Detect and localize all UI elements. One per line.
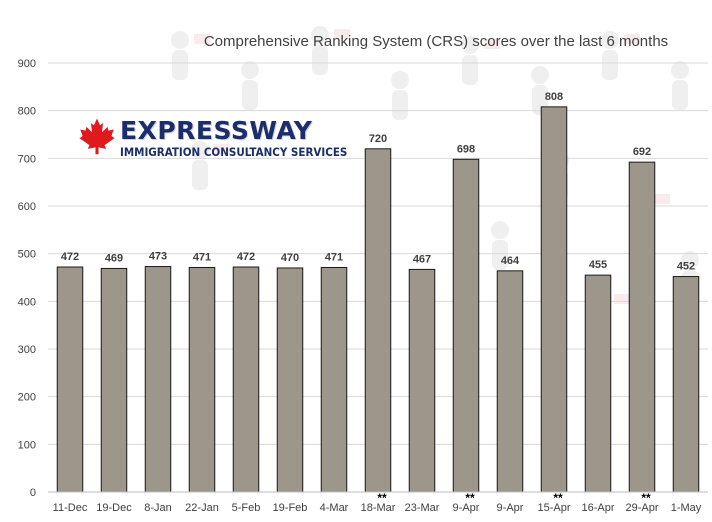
x-tick-label: 22-Jan [185, 502, 219, 514]
y-tick-label: 600 [18, 201, 36, 213]
x-tick-label: 19-Feb [273, 502, 308, 514]
bar [364, 148, 392, 493]
data-label: 452 [677, 261, 695, 273]
x-tick-label: 5-Feb [232, 502, 261, 514]
bar [276, 267, 304, 493]
data-label: 472 [61, 251, 79, 263]
logo-subtitle: IMMIGRATION CONSULTANCY SERVICES [120, 145, 348, 159]
y-tick-label: 900 [18, 58, 36, 70]
y-tick-label: 800 [18, 106, 36, 118]
x-tick-label: 18-Mar [361, 502, 396, 514]
watermark-flag [484, 39, 500, 49]
x-tick-label: 11-Dec [53, 502, 88, 514]
bar [188, 266, 216, 493]
watermark-head [601, 31, 619, 49]
x-tick-label: 19-Dec [96, 502, 132, 514]
data-label: 464 [501, 255, 520, 267]
watermark-head [391, 71, 409, 89]
watermark-head [671, 61, 689, 79]
watermark-body [312, 45, 328, 75]
watermark-body [602, 50, 618, 80]
data-label: 720 [369, 133, 387, 145]
x-tick-label: 16-Apr [581, 502, 614, 514]
expressway-logo: EXPRESSWAY IMMIGRATION CONSULTANCY SERVI… [78, 116, 347, 164]
x-tick-label: 29-Apr [625, 502, 658, 514]
data-labels: 472 469 473 471 472 470 471 720 467 698 464 808 455 6… [61, 91, 695, 273]
x-tick-label: 4-Mar [320, 502, 349, 514]
watermark-body [672, 80, 688, 110]
bar [232, 266, 260, 493]
y-tick-label: 300 [18, 344, 36, 356]
y-tick-label: 700 [18, 153, 36, 165]
x-tick-label: 1-May [671, 502, 702, 514]
x-tick-label: 8-Jan [144, 502, 172, 514]
draw-marker: ** [641, 491, 651, 505]
bar [672, 276, 700, 493]
y-tick-label: 200 [18, 392, 36, 404]
maple-leaf-icon [79, 118, 115, 155]
watermark-flag [614, 294, 630, 304]
data-label: 472 [237, 251, 255, 263]
bar [408, 268, 436, 493]
watermark-body [492, 240, 508, 270]
bar [320, 266, 348, 493]
watermark-flag [194, 34, 210, 44]
y-tick-label: 0 [30, 487, 36, 499]
data-label: 471 [193, 251, 211, 263]
data-label: 455 [589, 259, 607, 271]
data-label: 692 [633, 146, 651, 158]
bar [100, 267, 128, 493]
bar [144, 266, 172, 493]
y-tick-label: 500 [18, 249, 36, 261]
draw-marker: ** [377, 491, 387, 505]
watermark-body [242, 80, 258, 110]
watermark-head [491, 221, 509, 239]
logo-word: EXPRESSWAY [120, 116, 313, 145]
y-tick-label: 400 [18, 296, 36, 308]
bar [584, 274, 612, 493]
x-tick-label: 9-Apr [497, 502, 524, 514]
data-label: 470 [281, 252, 299, 264]
draw-marker: ** [553, 491, 563, 505]
bar [452, 158, 480, 493]
watermark-flag [214, 144, 230, 154]
draw-marker: ** [465, 491, 475, 505]
watermark-flag [334, 29, 350, 39]
y-tick-label: 100 [18, 439, 36, 451]
data-label: 698 [457, 143, 475, 155]
data-label: 469 [105, 252, 123, 264]
axes: 0 100 200 300 400 500 600 700 800 900 11-Dec 19-Dec… [18, 58, 708, 514]
data-label: 467 [413, 253, 431, 265]
bar [628, 161, 656, 493]
watermark-head [241, 61, 259, 79]
bars [56, 106, 700, 493]
watermark-head [681, 251, 699, 269]
watermark-body [192, 160, 208, 190]
data-label: 473 [149, 251, 167, 263]
watermark-head [531, 66, 549, 84]
watermark-flag [654, 194, 670, 204]
x-tick-label: 23-Mar [405, 502, 440, 514]
watermark-flag [624, 34, 640, 44]
bar [540, 106, 568, 493]
bar [496, 270, 524, 493]
data-label: 471 [325, 251, 343, 263]
watermark-head [171, 31, 189, 49]
watermark-body [172, 50, 188, 80]
data-label: 808 [545, 91, 563, 103]
x-tick-label: 15-Apr [537, 502, 570, 514]
watermark-body [392, 90, 408, 120]
watermark-head [191, 141, 209, 159]
bar [56, 266, 84, 493]
watermark-head [311, 26, 329, 44]
watermark-head [461, 36, 479, 54]
x-tick-label: 9-Apr [453, 502, 480, 514]
chart-title: Comprehensive Ranking System (CRS) score… [204, 33, 668, 50]
